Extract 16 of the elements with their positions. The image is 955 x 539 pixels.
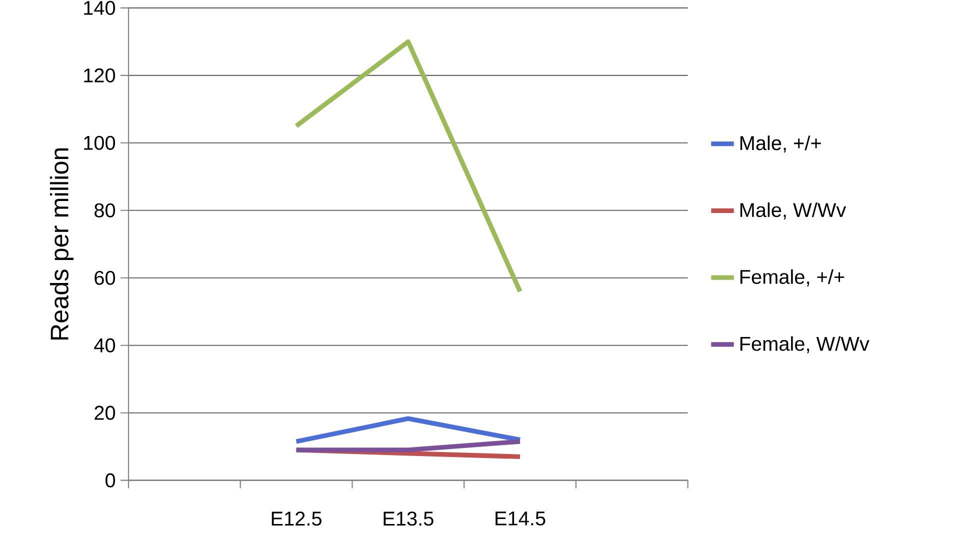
legend-label: Male, W/Wv [740,202,846,220]
x-tick-label: E12.5 [272,512,322,526]
x-tick-label: E13.5 [384,512,434,526]
y-tick-label: 20 [94,406,116,420]
legend-label: Female, +/+ [740,269,844,286]
legend-label: Male, +/+ [740,136,821,153]
y-tick-label: 120 [84,68,116,83]
y-tick-label: 80 [94,203,116,218]
x-tick-label: E14.5 [496,512,546,526]
y-axis-title: Reads per million [50,148,74,340]
y-tick-label: 60 [94,270,116,285]
y-tick-label: 40 [94,338,116,352]
legend-label: Female, W/Wv [740,336,870,354]
y-tick-label: 140 [84,0,116,16]
y-tick-label: 100 [84,136,116,150]
y-tick-label: 0 [106,473,116,488]
